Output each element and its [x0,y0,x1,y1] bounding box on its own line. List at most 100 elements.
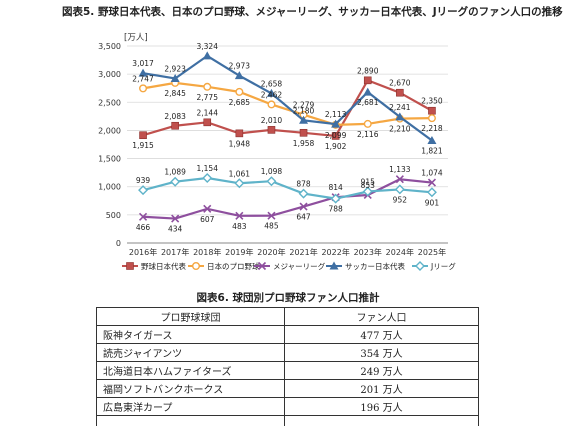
data-label: 2,890 [357,66,379,75]
y-tick-label: 0 [116,239,121,248]
fan-count: 477 万人 [284,325,479,344]
y-tick-label: 1,500 [98,155,121,164]
legend-marker [257,261,267,271]
table-row-partial [96,415,479,426]
x-tick-label: 2021年 [289,247,317,257]
data-label: 2,923 [164,64,186,73]
x-tick-label: 2016年 [129,247,157,257]
data-point [299,128,308,137]
data-label: 466 [136,223,151,232]
legend-label: 日本のプロ野球 [207,261,260,271]
data-label: 2,350 [421,97,443,106]
data-label: 607 [200,215,215,224]
data-point [331,119,341,128]
data-point [330,193,341,204]
data-point [138,68,148,77]
data-point [363,87,373,96]
data-label: 2,099 [325,131,347,140]
y-tick-label: 3,000 [98,70,121,79]
data-point [428,106,436,115]
team-name: 北海道日本ハムファイターズ [96,361,285,380]
y-tick-label: 3,500 [98,42,121,51]
data-label: 2,845 [164,89,186,98]
table-title: 図表6. 球団別プロ野球ファン人口推計 [196,292,380,304]
x-tick-label: 2018年 [193,247,221,257]
data-label: 1,902 [325,142,347,151]
data-label: 2,670 [389,79,411,88]
data-point [234,71,244,80]
data-point [394,184,405,195]
data-label: 647 [296,213,311,222]
data-point [396,88,404,97]
table-row: 読売ジャイアンツ 354 万人 [96,343,479,362]
data-point [139,84,148,93]
data-label: 1,061 [229,169,251,178]
data-label: 2,775 [197,93,219,102]
data-label: 2,113 [325,110,347,119]
data-label: 2,010 [261,116,283,125]
data-point [363,76,372,85]
data-point [266,88,276,97]
data-label: 2,973 [229,62,251,71]
header-fans: ファン人口 [284,307,479,326]
data-label: 2,279 [293,101,315,110]
x-tick-label: 2025年 [418,247,446,257]
data-label: 2,685 [229,98,251,107]
team-name: 読売ジャイアンツ [96,343,285,362]
data-point [267,211,276,220]
x-tick-label: 2020年 [257,247,285,257]
data-label: 1,821 [421,147,443,156]
data-point [298,188,309,199]
data-point [395,112,405,121]
data-point [170,176,181,187]
data-point [171,214,180,223]
fan-count: 354 万人 [284,343,479,362]
fan-count-empty [284,415,479,426]
table-header-row: プロ野球球団 ファン人口 [96,307,479,326]
data-label: 853 [361,181,376,190]
y-tick-label: 500 [106,211,121,220]
table-row: 北海道日本ハムファイターズ 249 万人 [96,361,479,380]
series-line [142,176,433,200]
x-axis-ticks: 2016年 2017年 2018年 2019年 2020年 2021年 2022年 2023年… [129,247,446,257]
data-label: 1,089 [164,168,186,177]
legend-label: 野球日本代表 [141,261,186,271]
y-tick-label: 1,000 [98,183,121,192]
header-team: プロ野球球団 [96,307,285,326]
y-tick-label: 2,500 [98,98,121,107]
data-label: 878 [296,180,311,189]
data-label: 483 [232,222,247,231]
team-name: 福岡ソフトバンクホークス [96,379,285,398]
data-label: 2,681 [357,98,379,107]
data-label: 901 [425,198,440,207]
series-layer [138,51,437,223]
data-label: 3,017 [132,59,154,68]
fan-count: 196 万人 [284,397,479,416]
data-point [235,129,244,138]
y-tick-label: 2,000 [98,126,121,135]
data-label: 952 [393,195,408,204]
fan-count: 201 万人 [284,379,479,398]
data-point [427,114,436,123]
data-label: 2,241 [389,103,411,112]
data-label: 915 [361,177,376,186]
data-point [138,185,149,196]
data-label: 2,116 [357,130,379,139]
y-axis-ticks: 0 500 1,000 1,500 2,000 2,500 3,000 3,500 [98,42,121,248]
data-label: 2,210 [389,125,411,134]
data-point [363,119,372,128]
legend-marker [191,262,200,271]
y-axis-label: [万人] [124,33,148,43]
team-name-empty [96,415,285,426]
legend-label: Jリーグ [430,261,456,271]
data-label: 2,462 [261,90,283,99]
data-label: 2,180 [293,106,315,115]
fan-count: 249 万人 [284,361,479,380]
data-label: 1,074 [421,169,443,178]
team-fan-table: プロ野球球団 ファン人口 阪神タイガース 477 万人 読売ジャイアンツ 354… [96,307,479,426]
data-label: 788 [328,205,343,214]
data-point [203,82,212,91]
data-label: 814 [328,183,343,192]
data-point [267,100,276,109]
legend-label: サッカー日本代表 [345,261,405,271]
